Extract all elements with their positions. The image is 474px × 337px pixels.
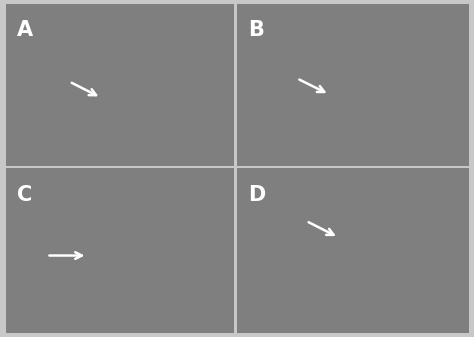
Text: C: C bbox=[17, 185, 32, 205]
Text: B: B bbox=[248, 20, 264, 40]
Text: D: D bbox=[248, 185, 265, 205]
Text: A: A bbox=[17, 20, 33, 40]
